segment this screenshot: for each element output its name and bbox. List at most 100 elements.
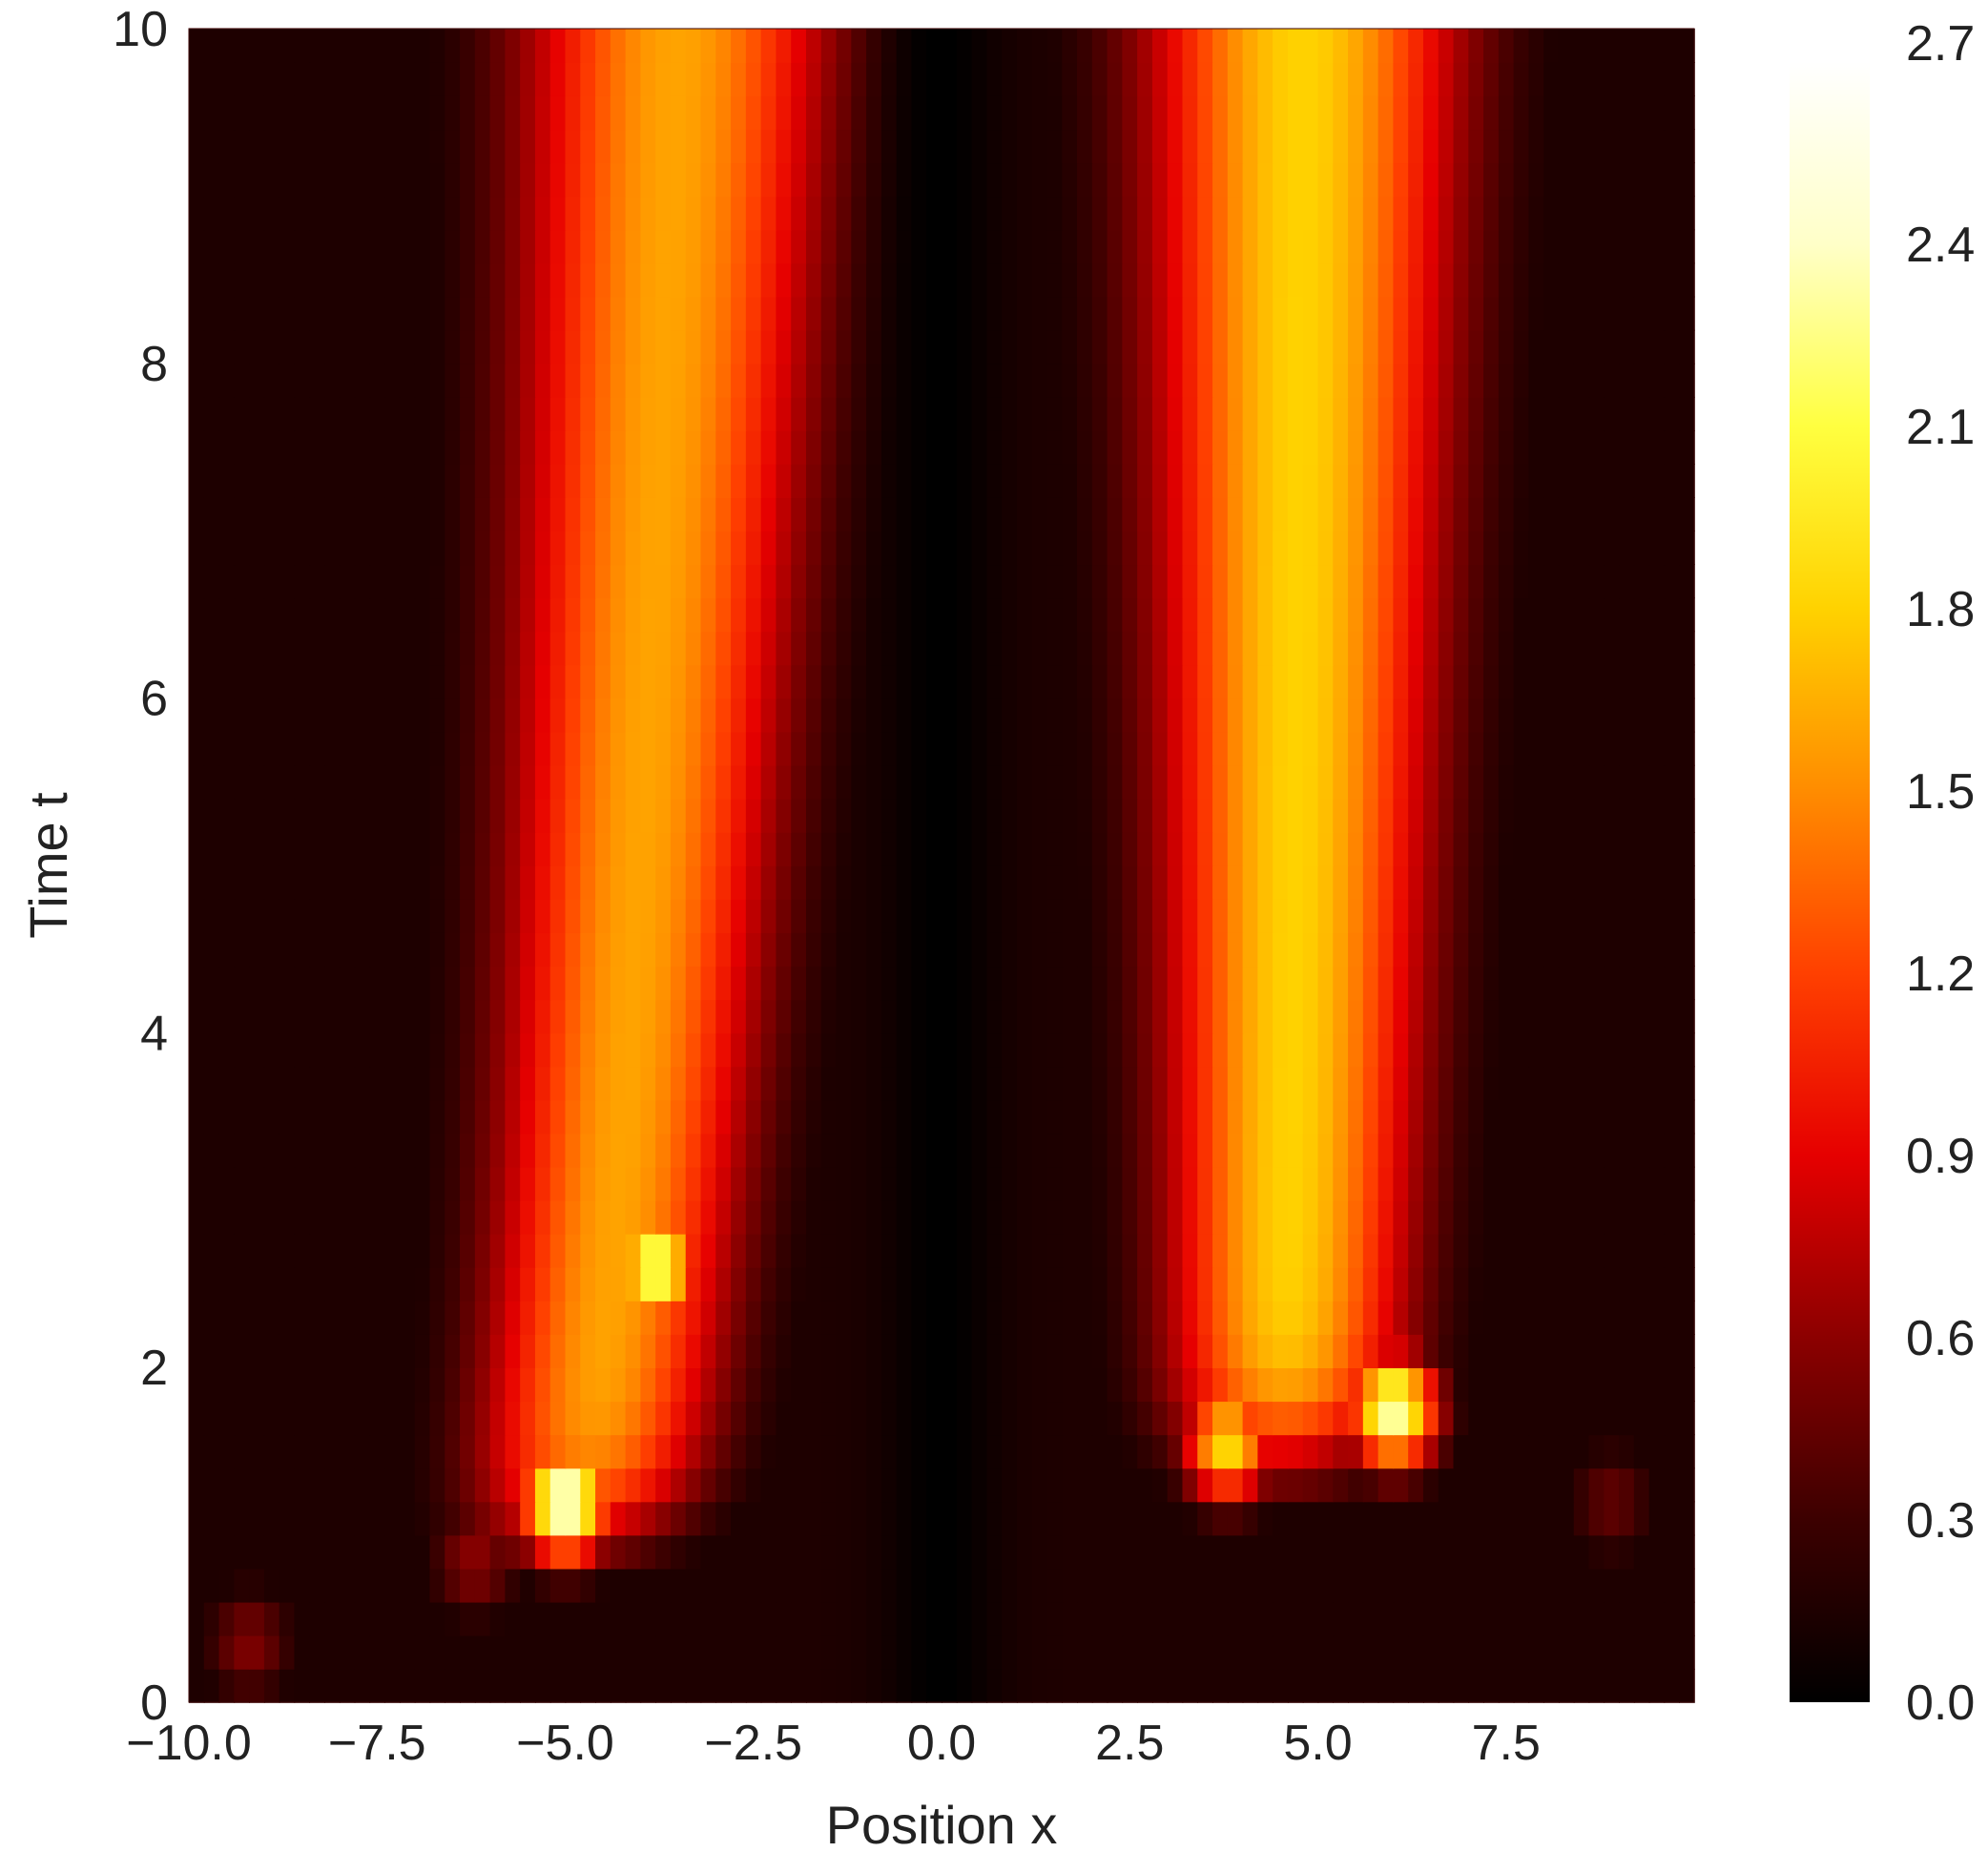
heatmap-cell: [715, 1334, 732, 1368]
heatmap-cell: [760, 62, 777, 96]
heatmap-cell: [489, 1099, 507, 1134]
heatmap-cell: [309, 1668, 325, 1703]
heatmap-cell: [625, 95, 642, 131]
heatmap-cell: [1273, 631, 1289, 666]
heatmap-cell: [731, 999, 747, 1034]
heatmap-cell: [911, 1534, 928, 1570]
heatmap-cell: [1031, 29, 1048, 63]
heatmap-cell: [1648, 1032, 1666, 1068]
heatmap-cell: [1212, 1233, 1229, 1268]
heatmap-cell: [1273, 1367, 1289, 1403]
heatmap-cell: [534, 1166, 551, 1201]
heatmap-cell: [640, 464, 656, 498]
heatmap-cell: [218, 1501, 236, 1536]
heatmap-cell: [805, 664, 822, 699]
heatmap-cell: [820, 1367, 838, 1403]
heatmap-cell: [670, 1634, 687, 1670]
heatmap-cell: [1679, 631, 1695, 666]
heatmap-cell: [279, 1467, 296, 1503]
heatmap-cell: [339, 129, 356, 164]
heatmap-cell: [700, 196, 717, 231]
heatmap-cell: [880, 1233, 898, 1268]
heatmap-cell: [1077, 731, 1093, 766]
heatmap-cell: [1588, 1401, 1605, 1436]
heatmap-cell: [1137, 196, 1153, 231]
heatmap-cell: [1273, 429, 1289, 465]
heatmap-cell: [595, 1634, 611, 1670]
heatmap-cell: [384, 597, 401, 633]
heatmap-cell: [610, 597, 627, 633]
heatmap-cell: [1333, 1401, 1349, 1436]
heatmap-cell: [384, 129, 401, 164]
heatmap-cell: [294, 262, 311, 298]
heatmap-cell: [625, 363, 642, 398]
heatmap-cell: [625, 1099, 642, 1134]
heatmap-cell: [776, 932, 792, 968]
heatmap-cell: [715, 1233, 732, 1268]
heatmap-cell: [1107, 597, 1124, 633]
heatmap-cell: [745, 62, 762, 96]
heatmap-cell: [956, 296, 973, 331]
heatmap-cell: [1543, 1501, 1560, 1536]
heatmap-cell: [1182, 1166, 1199, 1201]
heatmap-cell: [851, 162, 867, 198]
heatmap-cell: [369, 1601, 385, 1636]
heatmap-cell: [670, 1534, 687, 1570]
heatmap-cell: [520, 1534, 536, 1570]
heatmap-cell: [534, 631, 551, 666]
heatmap-cell: [1513, 1133, 1530, 1168]
heatmap-cell: [1664, 464, 1681, 498]
heatmap-cell: [805, 62, 822, 96]
heatmap-cell: [414, 1032, 431, 1068]
heatmap-cell: [1664, 531, 1681, 566]
heatmap-cell: [565, 1233, 582, 1268]
heatmap-cell: [445, 1634, 461, 1670]
heatmap-cell: [670, 1032, 687, 1068]
heatmap-cell: [1333, 497, 1349, 531]
heatmap-cell: [505, 1199, 521, 1235]
heatmap-cell: [249, 329, 265, 364]
heatmap-cell: [1408, 396, 1424, 431]
heatmap-cell: [534, 62, 551, 96]
heatmap-cell: [384, 1233, 401, 1268]
heatmap-cell: [715, 1099, 732, 1134]
heatmap-cell: [1483, 1199, 1500, 1235]
heatmap-cell: [1046, 798, 1064, 833]
heatmap-cell: [1362, 29, 1379, 63]
heatmap-cell: [189, 129, 205, 164]
heatmap-cell: [1528, 865, 1544, 900]
heatmap-cell: [956, 1199, 973, 1235]
heatmap-cell: [685, 899, 702, 933]
heatmap-cell: [685, 396, 702, 431]
heatmap-cell: [384, 1266, 401, 1301]
heatmap-cell: [715, 29, 732, 63]
heatmap-cell: [1002, 831, 1018, 866]
heatmap-cell: [1528, 229, 1544, 264]
heatmap-cell: [1438, 1467, 1455, 1503]
heatmap-cell: [279, 1301, 296, 1335]
heatmap-cell: [324, 1467, 341, 1503]
heatmap-cell: [549, 296, 567, 331]
heatmap-cell: [1543, 1568, 1560, 1603]
heatmap-cell: [339, 1166, 356, 1201]
heatmap-cell: [685, 1099, 702, 1134]
heatmap-cell: [1588, 1133, 1605, 1168]
heatmap-cell: [1016, 899, 1033, 933]
heatmap-cell: [505, 1334, 521, 1368]
heatmap-cell: [1468, 999, 1484, 1034]
heatmap-cell: [339, 1668, 356, 1703]
heatmap-cell: [489, 1032, 507, 1068]
heatmap-cell: [880, 229, 898, 264]
heatmap-cell: [1167, 597, 1184, 633]
heatmap-cell: [1377, 564, 1395, 599]
heatmap-cell: [520, 363, 536, 398]
heatmap-cell: [926, 865, 942, 900]
heatmap-cell: [776, 865, 792, 900]
heatmap-cell: [189, 1334, 205, 1368]
heatmap-cell: [971, 1501, 988, 1536]
heatmap-cell: [1633, 1534, 1650, 1570]
heatmap-cell: [655, 966, 672, 1001]
heatmap-cell: [1588, 1032, 1605, 1068]
heatmap-cell: [595, 1401, 611, 1436]
heatmap-cell: [1438, 1199, 1455, 1235]
